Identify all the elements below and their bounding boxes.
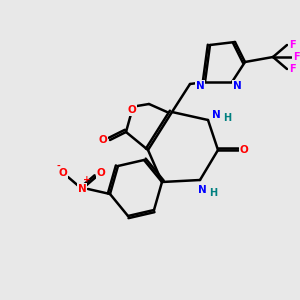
Text: O: O — [240, 145, 248, 155]
Text: F: F — [289, 64, 295, 74]
Text: N: N — [78, 184, 86, 194]
Text: N: N — [232, 81, 242, 91]
Text: +: + — [83, 175, 91, 184]
Text: N: N — [212, 110, 220, 120]
Text: F: F — [289, 40, 295, 50]
Text: F: F — [293, 52, 299, 62]
Text: H: H — [209, 188, 217, 198]
Text: H: H — [223, 113, 231, 123]
Text: O: O — [99, 135, 107, 145]
Text: O: O — [58, 168, 68, 178]
Text: O: O — [128, 105, 136, 115]
Text: N: N — [196, 81, 204, 91]
Text: O: O — [97, 168, 105, 178]
Text: -: - — [56, 162, 60, 171]
Text: N: N — [198, 185, 206, 195]
